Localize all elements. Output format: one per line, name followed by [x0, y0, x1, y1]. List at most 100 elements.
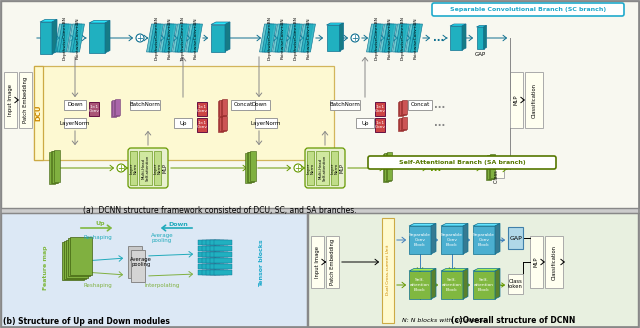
Circle shape	[294, 164, 302, 172]
Polygon shape	[392, 24, 404, 52]
Bar	[206, 240, 224, 245]
Bar	[115, 99, 120, 115]
FancyBboxPatch shape	[356, 118, 374, 128]
Polygon shape	[441, 271, 463, 299]
Bar	[202, 246, 220, 251]
FancyBboxPatch shape	[432, 3, 624, 16]
Text: ...: ...	[433, 33, 445, 43]
Bar	[210, 270, 228, 275]
Text: Layer
Norm: Layer Norm	[153, 162, 162, 174]
Polygon shape	[382, 24, 394, 52]
Text: GAP: GAP	[509, 236, 522, 240]
Bar	[210, 264, 228, 269]
Polygon shape	[463, 223, 468, 254]
Bar	[202, 270, 220, 275]
Text: Layer
Norm: Layer Norm	[129, 162, 138, 174]
Text: GAP: GAP	[474, 52, 486, 57]
Polygon shape	[175, 24, 187, 52]
Polygon shape	[54, 24, 67, 52]
Bar	[214, 240, 232, 245]
Bar	[210, 258, 228, 263]
Polygon shape	[291, 24, 303, 52]
Text: (b) Structure of Up and Down modules: (b) Structure of Up and Down modules	[3, 318, 170, 326]
Bar	[210, 240, 228, 245]
Text: +: +	[294, 164, 301, 173]
Circle shape	[136, 34, 144, 42]
Text: MLP: MLP	[339, 163, 344, 173]
Polygon shape	[339, 23, 344, 51]
FancyBboxPatch shape	[316, 151, 329, 185]
Polygon shape	[70, 24, 82, 52]
Text: (c)Overall structure of DCNN: (c)Overall structure of DCNN	[451, 317, 575, 325]
Text: Separable Convolutional Branch (SC branch): Separable Convolutional Branch (SC branc…	[450, 7, 606, 12]
Text: 1×1
Conv: 1×1 Conv	[88, 105, 99, 113]
Polygon shape	[463, 269, 468, 299]
Text: Self-
attention
Block: Self- attention Block	[474, 278, 494, 292]
FancyBboxPatch shape	[490, 160, 504, 178]
Polygon shape	[186, 24, 198, 52]
Bar	[113, 100, 118, 116]
Polygon shape	[473, 269, 500, 271]
Polygon shape	[409, 223, 436, 226]
Polygon shape	[262, 24, 274, 52]
Polygon shape	[152, 24, 163, 52]
Polygon shape	[431, 269, 436, 299]
Bar	[70, 237, 92, 275]
Text: Class token: Class token	[495, 155, 499, 183]
Polygon shape	[273, 24, 285, 52]
Polygon shape	[52, 19, 57, 54]
Bar	[214, 252, 232, 257]
FancyBboxPatch shape	[311, 236, 324, 288]
Bar	[250, 151, 255, 181]
Text: Self-
attention
Block: Self- attention Block	[442, 278, 462, 292]
Text: Dual Cross-current Unit: Dual Cross-current Unit	[386, 245, 390, 295]
Bar	[486, 156, 490, 180]
FancyBboxPatch shape	[307, 151, 314, 185]
FancyBboxPatch shape	[368, 156, 556, 169]
Bar	[490, 154, 495, 178]
Polygon shape	[473, 271, 495, 299]
Polygon shape	[67, 24, 79, 52]
Text: +: +	[136, 34, 143, 43]
Text: PointwiseConv+BN: PointwiseConv+BN	[388, 17, 392, 59]
FancyBboxPatch shape	[1, 1, 639, 208]
FancyBboxPatch shape	[89, 102, 99, 116]
Polygon shape	[191, 24, 202, 52]
Text: MLP: MLP	[163, 163, 168, 173]
FancyBboxPatch shape	[197, 118, 207, 132]
Polygon shape	[409, 271, 431, 299]
FancyBboxPatch shape	[64, 100, 86, 110]
Text: Average
pooling: Average pooling	[150, 233, 173, 243]
Polygon shape	[450, 24, 466, 26]
Bar	[198, 252, 216, 257]
Text: ...: ...	[430, 163, 442, 173]
Bar	[218, 118, 223, 132]
Text: DepthwiseConv+BN: DepthwiseConv+BN	[181, 16, 185, 60]
Bar	[222, 116, 227, 130]
Bar	[206, 270, 224, 275]
FancyBboxPatch shape	[545, 236, 563, 288]
Text: Self-Attentional Branch (SA branch): Self-Attentional Branch (SA branch)	[399, 160, 525, 165]
Text: DepthwiseConv+BN: DepthwiseConv+BN	[401, 16, 405, 60]
FancyBboxPatch shape	[128, 246, 142, 278]
Text: MLP: MLP	[534, 257, 539, 267]
Polygon shape	[60, 24, 72, 52]
Polygon shape	[477, 26, 486, 27]
Text: Patch Embedding: Patch Embedding	[330, 239, 335, 285]
Text: LayerNorm: LayerNorm	[60, 120, 90, 126]
Polygon shape	[89, 23, 105, 53]
Polygon shape	[211, 22, 230, 25]
Polygon shape	[298, 24, 310, 52]
Bar	[66, 239, 88, 277]
Polygon shape	[473, 223, 500, 226]
Text: 1×1
Conv: 1×1 Conv	[196, 105, 207, 113]
Text: Self-
attention
Block: Self- attention Block	[410, 278, 430, 292]
Text: DepthwiseConv+BN: DepthwiseConv+BN	[375, 16, 379, 60]
Bar	[399, 118, 404, 131]
FancyBboxPatch shape	[128, 148, 168, 188]
FancyBboxPatch shape	[375, 118, 385, 132]
FancyBboxPatch shape	[508, 274, 523, 294]
Bar	[198, 246, 216, 251]
FancyBboxPatch shape	[308, 213, 638, 327]
Polygon shape	[164, 24, 177, 52]
